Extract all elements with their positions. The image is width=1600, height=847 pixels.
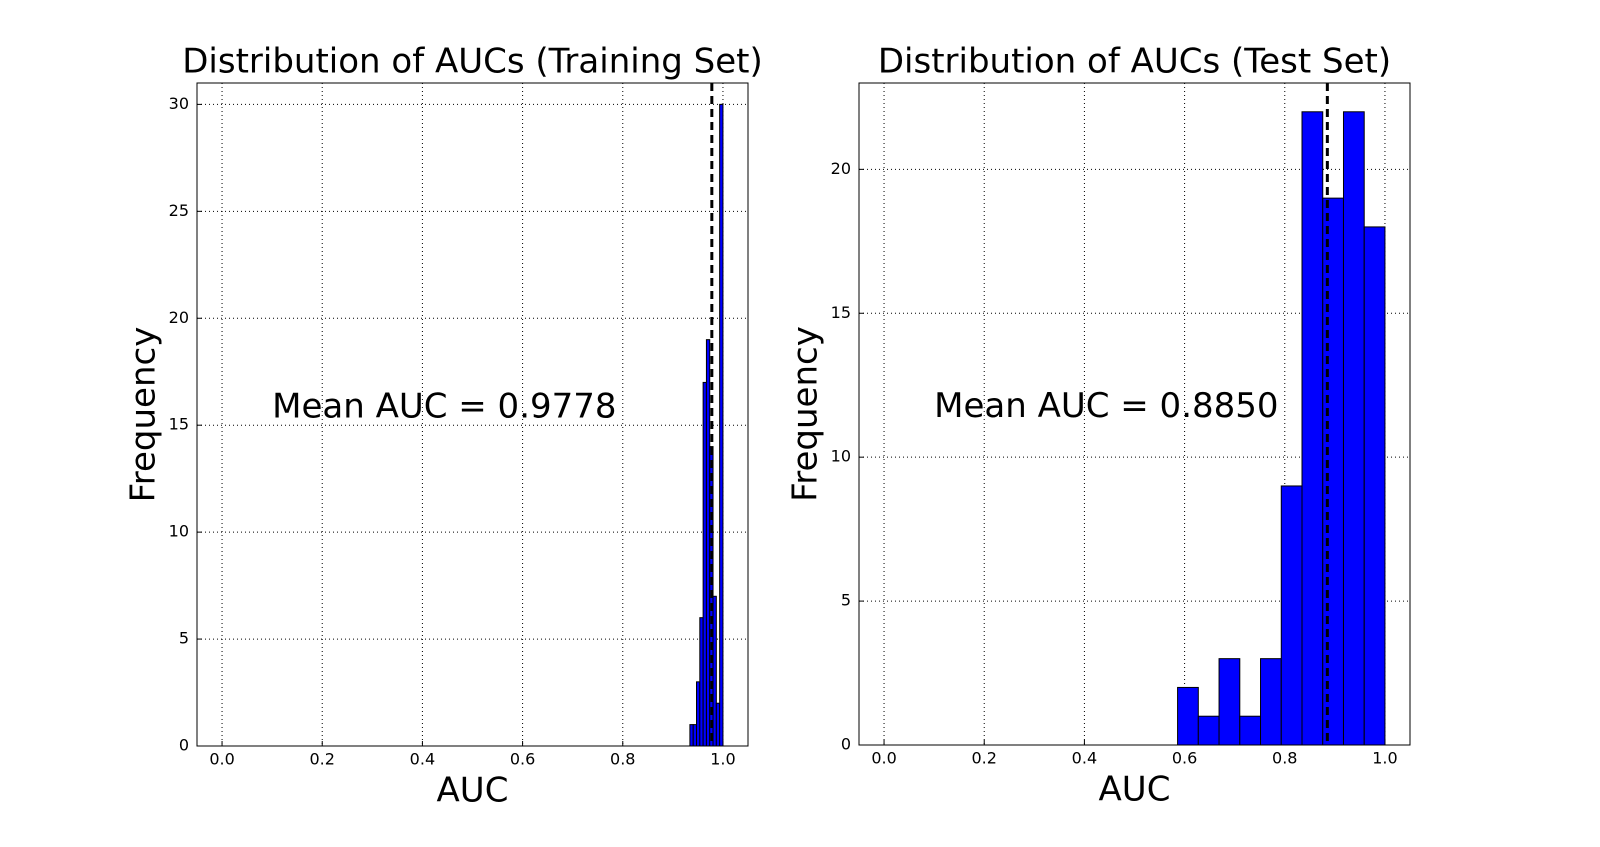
y-tick-label: 0: [179, 736, 189, 755]
x-tick-label: 0.0: [871, 749, 896, 768]
chart-title: Distribution of AUCs (Training Set): [182, 42, 762, 82]
bar: [1239, 715, 1262, 746]
x-tick-label: 1.0: [710, 750, 735, 769]
y-axis-label: Frequency: [786, 326, 826, 502]
y-tick-label: 30: [169, 94, 189, 113]
x-tick-label: 0.4: [1072, 749, 1097, 768]
chart-title: Distribution of AUCs (Test Set): [878, 42, 1391, 82]
x-tick-label: 0.8: [1272, 749, 1297, 768]
y-axis-label: Frequency: [124, 327, 164, 503]
bar: [1342, 111, 1365, 746]
bar: [1280, 485, 1303, 746]
x-tick-label: 0.6: [510, 750, 535, 769]
y-tick-label: 20: [169, 308, 189, 327]
bar: [719, 103, 724, 747]
x-axis-label: AUC: [437, 771, 509, 811]
y-tick-label: 25: [169, 201, 189, 220]
bar: [1260, 658, 1282, 746]
axes-frame: [858, 82, 1411, 746]
annotation: Mean AUC = 0.9778: [272, 386, 616, 426]
y-tick-label: 5: [841, 591, 851, 610]
x-tick-label: 0.6: [1172, 749, 1197, 768]
y-tick-label: 10: [831, 447, 851, 466]
bar: [1301, 111, 1324, 746]
x-tick-label: 0.4: [410, 750, 435, 769]
x-axis-label: AUC: [1099, 770, 1171, 810]
bar: [1363, 226, 1386, 746]
y-tick-label: 5: [179, 629, 189, 648]
y-tick-label: 15: [831, 303, 851, 322]
y-tick-label: 15: [169, 415, 189, 434]
x-tick-label: 0.0: [209, 750, 234, 769]
bar: [1197, 715, 1220, 746]
x-tick-label: 0.2: [972, 749, 997, 768]
annotation: Mean AUC = 0.8850: [934, 386, 1278, 426]
bar: [1177, 686, 1199, 746]
x-tick-label: 0.8: [610, 750, 635, 769]
bar: [1218, 658, 1241, 746]
x-tick-label: 0.2: [310, 750, 335, 769]
y-tick-label: 0: [841, 735, 851, 754]
axes-frame: [196, 82, 749, 747]
y-tick-label: 20: [831, 159, 851, 178]
x-tick-label: 1.0: [1372, 749, 1397, 768]
y-tick-label: 10: [169, 522, 189, 541]
